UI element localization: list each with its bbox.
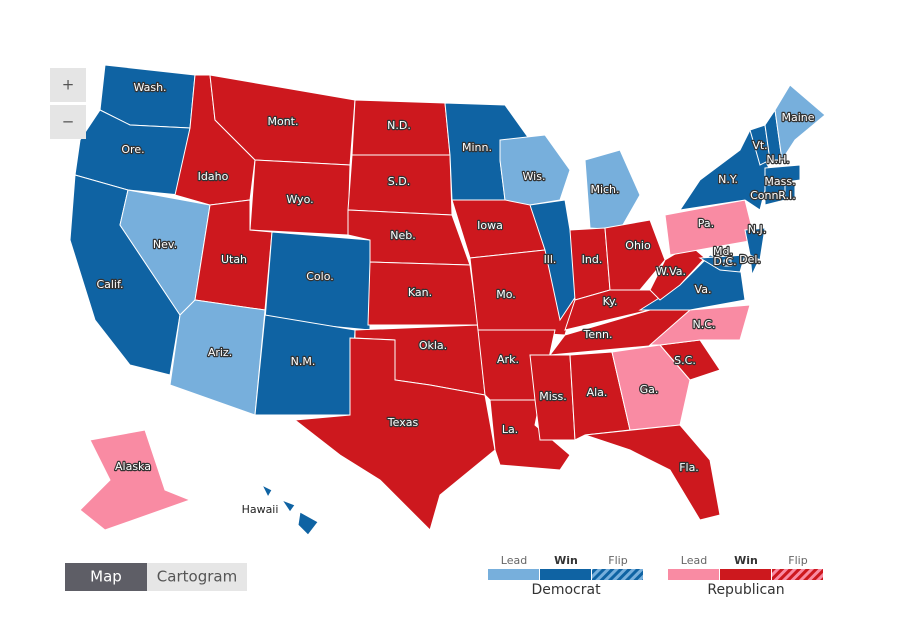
- view-option-bg: [65, 563, 147, 591]
- state-shape[interactable]: [293, 337, 496, 531]
- legend-heading: Lead: [681, 554, 707, 567]
- legend-heading: Flip: [788, 554, 807, 567]
- state-shape[interactable]: [529, 354, 576, 441]
- state[interactable]: [499, 134, 571, 206]
- view-option[interactable]: Map: [65, 563, 147, 591]
- state-shape[interactable]: [260, 483, 273, 499]
- view-option-bg: [147, 563, 247, 591]
- zoom-out-button[interactable]: −: [50, 105, 86, 139]
- zoom-in-button[interactable]: +: [50, 68, 86, 102]
- state[interactable]: [764, 184, 786, 206]
- legend-heading: Win: [554, 554, 578, 567]
- legend: Lead Win Flip Democrat Lead Win Flip Republican: [488, 554, 823, 598]
- state[interactable]: [764, 164, 801, 186]
- state-shape[interactable]: [723, 259, 732, 267]
- state-shape[interactable]: [698, 254, 746, 273]
- state-shape[interactable]: [784, 184, 796, 201]
- state-shape[interactable]: [264, 231, 371, 331]
- state-shape[interactable]: [744, 227, 766, 261]
- legend-swatch: [668, 569, 719, 580]
- view-option[interactable]: Cartogram: [147, 563, 247, 591]
- state[interactable]: [604, 219, 666, 291]
- state[interactable]: [367, 261, 479, 326]
- state[interactable]: [569, 227, 611, 301]
- legend-swatch: [592, 569, 643, 580]
- state-shape[interactable]: [74, 109, 191, 196]
- view-option-label: Cartogram: [157, 568, 237, 586]
- state[interactable]: [723, 259, 732, 267]
- state[interactable]: [351, 99, 451, 156]
- state[interactable]: [293, 337, 496, 531]
- state[interactable]: [74, 109, 191, 196]
- state-shape[interactable]: [569, 227, 611, 301]
- state[interactable]: [784, 184, 796, 201]
- view-option-label: Map: [90, 568, 122, 586]
- state[interactable]: [611, 344, 691, 431]
- state-shape[interactable]: [584, 149, 641, 231]
- legend-swatch: [772, 569, 823, 580]
- state[interactable]: [529, 354, 576, 441]
- state[interactable]: [749, 253, 759, 277]
- state[interactable]: [529, 199, 581, 322]
- state-shape[interactable]: [297, 511, 319, 536]
- state[interactable]: [744, 227, 766, 261]
- state-label: Hawaii: [242, 503, 279, 516]
- state-shape[interactable]: [529, 199, 581, 322]
- legend-group-name: Republican: [707, 582, 784, 598]
- legend-heading: Flip: [608, 554, 627, 567]
- state[interactable]: [347, 154, 453, 216]
- state-shape[interactable]: [347, 154, 453, 216]
- state[interactable]: [774, 84, 826, 162]
- state[interactable]: [664, 199, 756, 256]
- state-shape[interactable]: [367, 261, 479, 326]
- state-shape[interactable]: [664, 199, 756, 256]
- state-shape[interactable]: [611, 344, 691, 431]
- state-shape[interactable]: [351, 99, 451, 156]
- state[interactable]: [169, 299, 266, 416]
- state-shape[interactable]: [604, 219, 666, 291]
- legend-swatch: [488, 569, 539, 580]
- legend-swatch: [540, 569, 591, 580]
- legend-heading: Win: [734, 554, 758, 567]
- state-shape[interactable]: [499, 134, 571, 206]
- legend-heading: Lead: [501, 554, 527, 567]
- states: [69, 64, 826, 536]
- legend-group-name: Democrat: [531, 582, 601, 598]
- state-shape[interactable]: [584, 424, 721, 521]
- state-shape[interactable]: [749, 253, 759, 277]
- state-shape[interactable]: [764, 164, 801, 186]
- state-shape[interactable]: [79, 429, 192, 531]
- state[interactable]: [264, 231, 371, 331]
- state-shape[interactable]: [774, 84, 826, 162]
- state-shape[interactable]: [169, 299, 266, 416]
- zoom-in-label: +: [62, 76, 75, 94]
- state[interactable]: [698, 254, 746, 273]
- view-toggle: Map Cartogram: [65, 563, 247, 591]
- state-shape[interactable]: [280, 498, 296, 513]
- state[interactable]: [260, 483, 319, 536]
- state[interactable]: [79, 429, 192, 531]
- state-shape[interactable]: [764, 184, 786, 206]
- state[interactable]: [249, 159, 351, 236]
- state-shape[interactable]: [249, 159, 351, 236]
- state[interactable]: [584, 149, 641, 231]
- legend-swatch: [720, 569, 771, 580]
- state[interactable]: [584, 424, 721, 521]
- state[interactable]: [254, 314, 356, 416]
- zoom-out-label: −: [62, 113, 75, 131]
- state-shape[interactable]: [254, 314, 356, 416]
